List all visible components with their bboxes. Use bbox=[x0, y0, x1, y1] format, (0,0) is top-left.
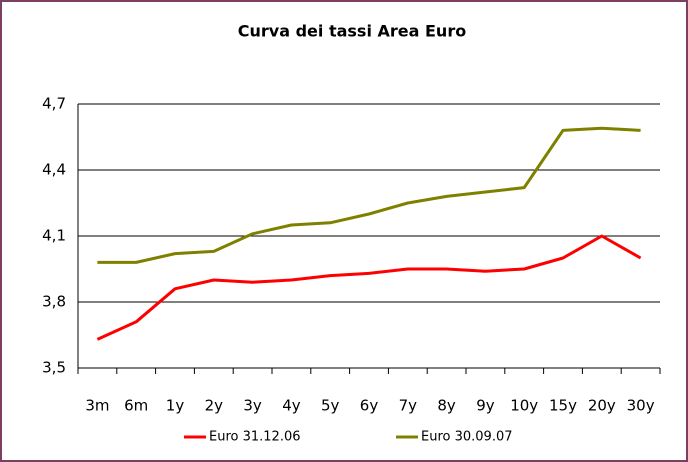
x-tick-label: 3m bbox=[85, 397, 109, 415]
x-tick-label: 7y bbox=[399, 397, 418, 415]
x-tick-label: 3y bbox=[243, 397, 262, 415]
x-tick-label: 9y bbox=[476, 397, 495, 415]
y-tick-label: 3,8 bbox=[42, 293, 66, 311]
x-tick-label: 30y bbox=[627, 397, 655, 415]
y-tick-label: 4,1 bbox=[42, 227, 66, 245]
legend-label: Euro 30.09.07 bbox=[421, 430, 513, 445]
legend-label: Euro 31.12.06 bbox=[209, 430, 301, 445]
y-tick-label: 4,7 bbox=[42, 95, 66, 113]
x-tick-label: 6m bbox=[124, 397, 148, 415]
x-tick-label: 8y bbox=[437, 397, 456, 415]
x-tick-label: 4y bbox=[282, 397, 301, 415]
x-tick-label: 2y bbox=[205, 397, 224, 415]
x-tick-label: 10y bbox=[510, 397, 538, 415]
y-tick-label: 3,5 bbox=[42, 359, 66, 377]
x-tick-label: 20y bbox=[588, 397, 616, 415]
x-tick-label: 5y bbox=[321, 397, 340, 415]
x-tick-label: 15y bbox=[549, 397, 577, 415]
series-line bbox=[96, 234, 642, 341]
y-tick-label: 4,4 bbox=[42, 161, 66, 179]
x-tick-label: 6y bbox=[360, 397, 379, 415]
series-line bbox=[97, 126, 641, 264]
x-tick-label: 1y bbox=[166, 397, 185, 415]
chart-title: Curva dei tassi Area Euro bbox=[238, 22, 466, 41]
